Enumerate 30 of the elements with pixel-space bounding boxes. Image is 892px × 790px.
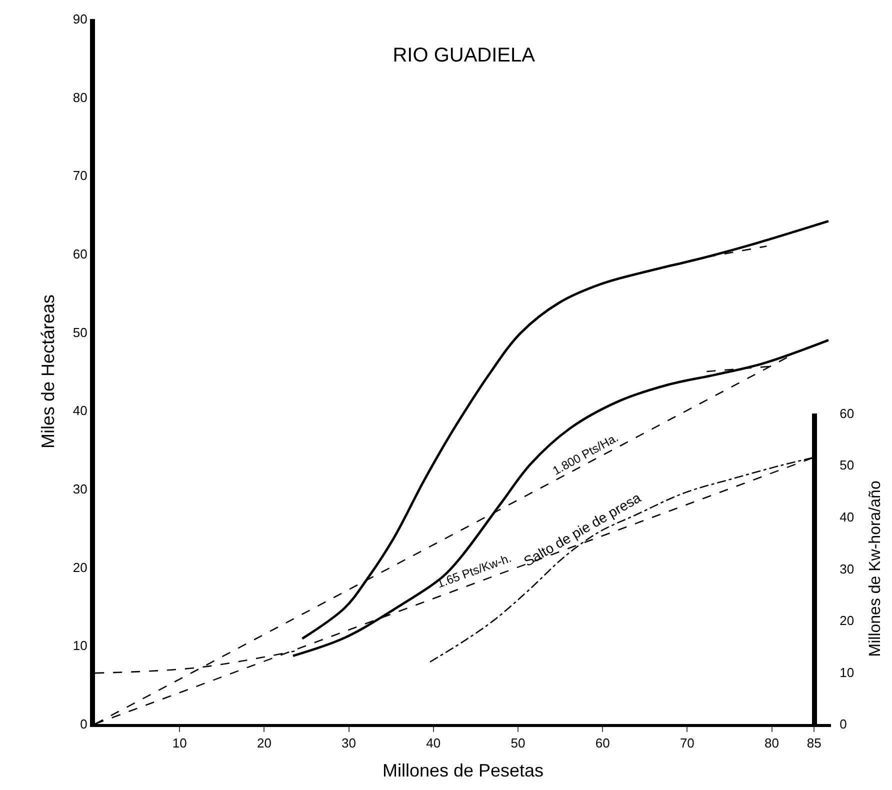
y-tick-label: 10 <box>72 638 88 654</box>
x-axis-title: Millones de Pesetas <box>382 760 544 781</box>
y2-tick-label: 40 <box>840 509 854 524</box>
x-tick-label: 10 <box>172 736 187 751</box>
x-tick-label: 60 <box>595 736 610 751</box>
y-tick-label: 50 <box>72 324 88 340</box>
y-tick-label: 40 <box>72 403 88 418</box>
x-tick-label: 30 <box>342 736 356 751</box>
x-tick-label: 50 <box>510 736 526 751</box>
y2-axis-title: Millones de Kw-hora/año <box>866 480 884 657</box>
y-axis-title: Miles de Hectáreas <box>38 294 58 449</box>
text: RIO GUADIELA <box>392 44 536 66</box>
y2-tick-label: 0 <box>840 716 847 732</box>
y2-tick-label: 50 <box>840 458 854 473</box>
y-tick-label: 30 <box>72 482 88 497</box>
y-tick-label: 80 <box>72 90 88 105</box>
y2-tick-label: 60 <box>840 406 854 421</box>
y-tick-label: 20 <box>72 560 88 575</box>
y-tick-label: 90 <box>72 12 88 27</box>
x-tick-label: 85 <box>806 736 822 751</box>
x-tick-label: 70 <box>680 736 694 751</box>
y-tick-label: 70 <box>72 168 88 184</box>
y2-tick-label: 20 <box>840 613 854 628</box>
x-tick-label: 80 <box>764 736 780 751</box>
y2-tick-label: 10 <box>840 664 854 680</box>
x-tick-label: 40 <box>426 736 441 751</box>
y-tick-label: 60 <box>72 246 88 262</box>
y-tick-label: 0 <box>80 716 88 732</box>
y2-tick-label: 30 <box>840 561 854 576</box>
x-tick-label: 20 <box>256 736 272 751</box>
